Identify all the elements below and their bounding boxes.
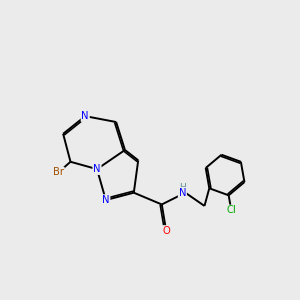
Text: Cl: Cl bbox=[226, 206, 236, 215]
Text: N: N bbox=[102, 195, 110, 205]
Text: N: N bbox=[93, 164, 101, 174]
Text: Br: Br bbox=[53, 167, 64, 178]
Text: H: H bbox=[179, 183, 186, 192]
Text: N: N bbox=[82, 111, 89, 121]
Text: N: N bbox=[178, 188, 186, 198]
Text: O: O bbox=[162, 226, 170, 236]
